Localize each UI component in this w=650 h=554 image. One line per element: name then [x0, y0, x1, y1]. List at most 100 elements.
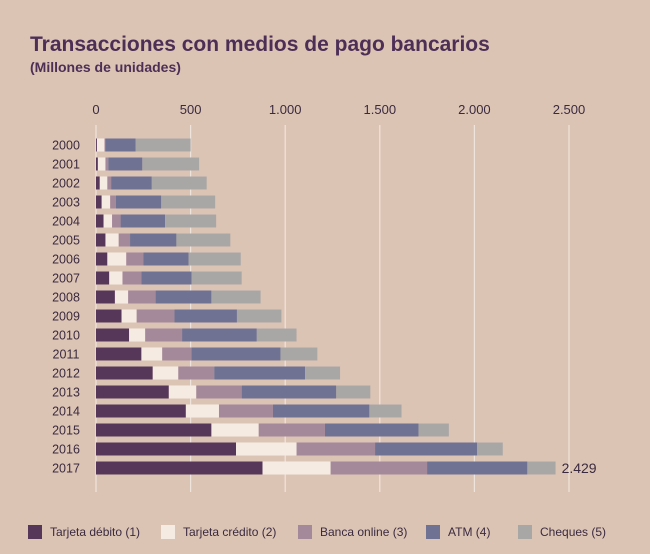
bar-segment	[112, 214, 121, 228]
x-tick-label: 1.500	[364, 102, 397, 117]
bar-segment	[155, 290, 212, 304]
y-tick-label: 2010	[52, 329, 80, 343]
bar-segment	[272, 404, 370, 418]
y-tick-label: 2009	[52, 310, 80, 324]
x-tick-label: 1.000	[269, 102, 302, 117]
bar-segment	[262, 461, 331, 475]
bar-segment	[211, 290, 261, 304]
bar-segment	[305, 366, 341, 380]
bar-segment	[214, 366, 306, 380]
y-tick-label: 2003	[52, 196, 80, 210]
bar-segment	[96, 290, 115, 304]
y-tick-label: 2013	[52, 386, 80, 400]
bar-segment	[141, 271, 192, 285]
bar-segment	[188, 252, 241, 266]
bar-segment	[418, 423, 449, 437]
bar-segment	[111, 176, 152, 190]
bar-segment	[115, 195, 162, 209]
legend-item: Banca online (3)	[298, 525, 407, 539]
bar-segment	[191, 347, 281, 361]
legend-swatch	[426, 525, 440, 539]
bar-segment	[296, 442, 376, 456]
bar-segment	[136, 309, 175, 323]
bar-segment	[118, 233, 131, 247]
y-tick-label: 2008	[52, 291, 80, 305]
bar-segment	[236, 442, 297, 456]
bar-segment	[176, 233, 231, 247]
bar-segment	[96, 366, 153, 380]
legend-swatch	[298, 525, 312, 539]
bar-segment	[120, 214, 166, 228]
y-tick-label: 2000	[52, 139, 80, 153]
bar-segment	[256, 328, 297, 342]
bar-segment	[218, 404, 273, 418]
y-tick-label: 2016	[52, 443, 80, 457]
y-tick-label: 2005	[52, 234, 80, 248]
bar-segment	[108, 157, 143, 171]
bar-segment	[143, 252, 189, 266]
x-tick-label: 0	[92, 102, 99, 117]
bar-segment	[135, 138, 191, 152]
bar-segment	[105, 157, 109, 171]
bar-segment	[142, 157, 200, 171]
bar-segment	[96, 214, 104, 228]
bar-segment	[107, 252, 127, 266]
bar-segment	[109, 271, 123, 285]
bar-segment	[477, 442, 503, 456]
bar-segment	[122, 271, 142, 285]
y-tick-label: 2017	[52, 462, 80, 476]
bar-segment	[336, 385, 371, 399]
bar-segment	[241, 385, 337, 399]
y-tick-label: 2011	[53, 348, 80, 362]
y-tick-label: 2002	[52, 177, 80, 191]
bar-segment	[96, 252, 108, 266]
bar-segment	[99, 176, 108, 190]
y-tick-label: 2007	[52, 272, 80, 286]
bar-segment	[129, 328, 146, 342]
bar-segment	[96, 138, 105, 152]
bar-segment	[96, 195, 102, 209]
bar-segment	[258, 423, 325, 437]
bar-segment	[211, 423, 259, 437]
bar-segment	[96, 404, 186, 418]
data-label: 2.429	[562, 460, 597, 476]
bar-segment	[101, 195, 111, 209]
bar-segment	[324, 423, 419, 437]
bar-segment	[330, 461, 428, 475]
bar-segment	[96, 442, 237, 456]
bar-segment	[168, 385, 197, 399]
bar-segment	[182, 328, 257, 342]
bar-segment	[191, 271, 242, 285]
bar-segment	[130, 233, 177, 247]
bar-segment	[96, 176, 100, 190]
bar-segment	[96, 309, 122, 323]
bar-segment	[103, 214, 113, 228]
legend-item: ATM (4)	[426, 525, 490, 539]
bar-segment	[96, 233, 106, 247]
bar-segment	[165, 214, 217, 228]
bar-segment	[97, 157, 106, 171]
legend-label: Cheques (5)	[540, 525, 607, 539]
bar-segment	[145, 328, 183, 342]
bar-segment	[128, 290, 156, 304]
bar-segment	[96, 461, 263, 475]
bar-segment	[161, 195, 216, 209]
y-tick-label: 2004	[52, 215, 80, 229]
bar-segment	[152, 366, 179, 380]
x-tick-label: 500	[180, 102, 202, 117]
bar-segment	[369, 404, 402, 418]
bar-segment	[527, 461, 556, 475]
bar-segment	[104, 138, 106, 152]
x-tick-label: 2.500	[553, 102, 586, 117]
y-tick-label: 2015	[52, 424, 80, 438]
chart-subtitle: (Millones de unidades)	[30, 59, 181, 75]
y-tick-label: 2001	[52, 158, 80, 172]
chart-legend: Tarjeta débito (1) Tarjeta crédito (2) Ban…	[28, 525, 628, 545]
bar-segment	[110, 195, 116, 209]
bar-segment	[196, 385, 242, 399]
bar-segment	[105, 138, 136, 152]
bar-segment	[174, 309, 237, 323]
legend-label: Tarjeta crédito (2)	[183, 525, 277, 539]
legend-label: Tarjeta débito (1)	[50, 525, 141, 539]
